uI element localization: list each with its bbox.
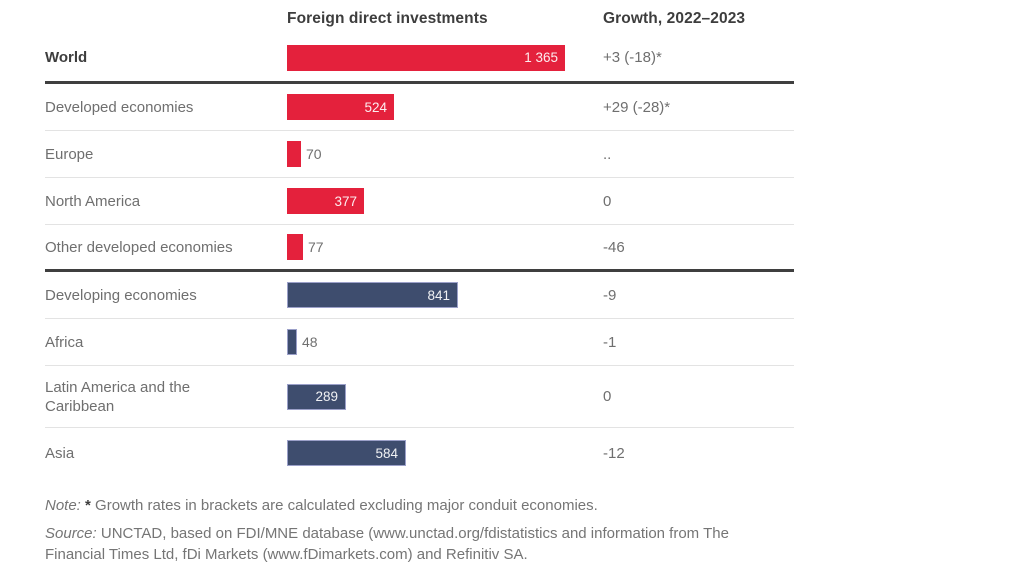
table-row: Other developed economies 77 -46 bbox=[45, 225, 794, 272]
bar-value-label: 841 bbox=[427, 287, 450, 303]
table-row: World 1 365 +3 (-18)* bbox=[45, 34, 794, 84]
bar-value-label: 289 bbox=[315, 389, 338, 404]
column-header-growth: Growth, 2022–2023 bbox=[603, 10, 746, 27]
growth-value: 0 bbox=[603, 388, 612, 405]
table-row: Developed economies 524 +29 (-28)* bbox=[45, 84, 794, 131]
source-body: UNCTAD, based on FDI/MNE database (www.u… bbox=[45, 525, 729, 563]
row-label: Asia bbox=[45, 444, 75, 462]
table-row: Developing economies 841 -9 bbox=[45, 272, 794, 319]
row-label: Developing economies bbox=[45, 286, 197, 304]
fdi-bar: 377 bbox=[287, 188, 364, 214]
table-row: Asia 584 -12 bbox=[45, 428, 794, 478]
bar-cell: 584 bbox=[287, 440, 603, 466]
bar-cell: 289 bbox=[287, 383, 603, 410]
fdi-bar bbox=[287, 234, 303, 260]
bar-value-label: 524 bbox=[364, 99, 387, 115]
growth-value: .. bbox=[603, 145, 612, 163]
bar-value-label: 77 bbox=[308, 239, 324, 255]
note-prefix: Note: bbox=[45, 497, 81, 514]
footer-notes: Note: * Growth rates in brackets are cal… bbox=[45, 495, 794, 565]
bar-cell: 1 365 bbox=[287, 44, 603, 71]
fdi-bar bbox=[287, 141, 301, 167]
row-label: Europe bbox=[45, 145, 94, 163]
growth-value: -9 bbox=[603, 286, 617, 304]
growth-value: -1 bbox=[603, 333, 617, 351]
fdi-bar: 289 bbox=[287, 383, 346, 410]
row-label: Latin America and the Caribbean bbox=[45, 378, 191, 415]
bar-value-label: 70 bbox=[306, 146, 322, 162]
source-prefix: Source: bbox=[45, 525, 97, 542]
fdi-chart: Foreign direct investments Growth, 2022–… bbox=[45, 0, 794, 565]
growth-value: +29 (-28)* bbox=[603, 98, 671, 116]
bar-value-label: 1 365 bbox=[524, 50, 558, 65]
bar-cell: 70 bbox=[287, 141, 603, 167]
source-text: Source: UNCTAD, based on FDI/MNE databas… bbox=[45, 523, 745, 565]
fdi-bar: 584 bbox=[287, 440, 406, 466]
fdi-bar: 1 365 bbox=[287, 44, 565, 71]
row-label: Other developed economies bbox=[45, 238, 233, 256]
bar-value-label: 377 bbox=[334, 193, 357, 209]
note-text: Note: * Growth rates in brackets are cal… bbox=[45, 495, 794, 516]
note-asterisk: * bbox=[85, 497, 91, 514]
bar-cell: 524 bbox=[287, 94, 603, 120]
growth-value: +3 (-18)* bbox=[603, 49, 662, 66]
bar-cell: 77 bbox=[287, 234, 603, 260]
table-row: Latin America and the Caribbean 289 0 bbox=[45, 366, 794, 428]
bar-cell: 841 bbox=[287, 282, 603, 308]
table-row: Europe 70 .. bbox=[45, 131, 794, 178]
bar-value-label: 48 bbox=[302, 334, 318, 350]
fdi-bar bbox=[287, 329, 297, 355]
row-label: Africa bbox=[45, 333, 84, 351]
fdi-bar: 841 bbox=[287, 282, 458, 308]
column-headers: Foreign direct investments Growth, 2022–… bbox=[45, 0, 794, 34]
bar-cell: 377 bbox=[287, 188, 603, 214]
fdi-table: World 1 365 +3 (-18)* Developed economie… bbox=[45, 34, 794, 478]
row-label: North America bbox=[45, 192, 141, 210]
growth-value: 0 bbox=[603, 192, 612, 210]
table-row: North America 377 0 bbox=[45, 178, 794, 225]
column-header-investments: Foreign direct investments bbox=[287, 10, 488, 27]
note-body: Growth rates in brackets are calculated … bbox=[95, 497, 598, 514]
table-row: Africa 48 -1 bbox=[45, 319, 794, 366]
growth-value: -12 bbox=[603, 444, 625, 462]
fdi-bar: 524 bbox=[287, 94, 394, 120]
bar-cell: 48 bbox=[287, 329, 603, 355]
row-label: Developed economies bbox=[45, 98, 194, 116]
growth-value: -46 bbox=[603, 238, 625, 256]
row-label: World bbox=[45, 49, 88, 66]
bar-value-label: 584 bbox=[375, 445, 398, 461]
